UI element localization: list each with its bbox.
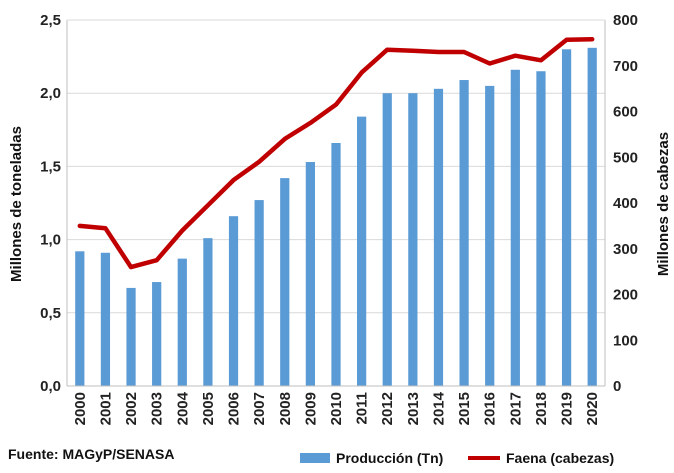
bar-2005 [203,238,213,386]
bar-2016 [485,85,495,386]
left-tick-label: 0,5 [40,305,61,322]
bar-2001 [100,252,111,386]
x-tick-label: 2005 [200,392,217,425]
legend-swatch-produccion [300,453,330,463]
left-tick-label: 0,0 [40,378,61,395]
right-tick-label: 600 [613,104,638,121]
bar-2004 [177,258,187,386]
source-note: Fuente: MAGyP/SENASA [8,446,175,462]
x-tick-label: 2009 [302,392,319,425]
bar-2009 [305,162,315,386]
right-tick-label: 300 [613,241,638,258]
x-tick-label: 2011 [354,392,371,425]
x-tick-label: 2020 [584,392,601,425]
x-tick-label: 2012 [379,392,396,425]
bar-2018 [536,71,546,387]
x-tick-label: 2002 [123,392,140,425]
x-tick-label: 2004 [174,391,191,425]
bar-series-produccion [75,47,597,387]
bar-2012 [382,93,392,386]
x-tick-label: 2003 [149,392,166,425]
faena-line [77,36,595,270]
bar-2014 [433,88,444,387]
bar-2002 [126,287,136,386]
bar-2000 [75,251,85,386]
bar-2015 [459,80,469,387]
x-tick-label: 2013 [405,392,422,425]
right-tick-label: 400 [613,195,638,212]
legend-label-produccion: Producción (Tn) [336,450,443,466]
bar-2008 [280,178,290,386]
bar-2007 [254,200,264,386]
right-tick-label: 200 [613,287,638,304]
left-tick-label: 2,0 [40,85,61,102]
x-tick-label: 2006 [226,392,243,425]
right-tick-label: 700 [613,58,638,75]
x-tick-label: 2007 [251,392,268,425]
bar-2020 [587,47,597,386]
x-tick-label: 2010 [328,392,345,425]
right-tick-label: 500 [613,149,638,166]
x-tick-label: 2000 [72,392,89,425]
left-axis-ticks: 0,0 0,5 1,0 1,5 2,0 2,5 [40,12,61,395]
bar-2017 [510,69,520,386]
right-axis-title: Millones de cabezas [655,132,672,276]
line-series-faena [77,36,595,270]
bar-2010 [331,142,341,386]
x-tick-label: 2014 [430,391,447,425]
bar-2003 [152,282,162,386]
right-tick-label: 0 [613,378,621,395]
right-tick-label: 100 [613,332,638,349]
left-tick-label: 1,0 [40,232,61,249]
x-tick-label: 2018 [533,392,550,425]
x-tick-label: 2019 [559,392,576,425]
bar-2019 [561,49,572,386]
legend: Producción (Tn) Faena (cabezas) [300,450,614,466]
left-tick-label: 2,5 [40,12,61,29]
right-axis-ticks: 0 100 200 300 400 500 600 700 800 [613,12,638,395]
left-tick-label: 1,5 [40,158,61,175]
left-axis-title: Millones de toneladas [8,126,25,282]
legend-label-faena: Faena (cabezas) [506,450,614,466]
bar-2006 [228,216,239,386]
right-tick-label: 800 [613,12,638,29]
x-tick-label: 2008 [277,392,294,425]
x-tick-label: 2001 [97,392,114,425]
x-tick-label: 2017 [507,392,524,425]
bar-2011 [357,116,367,387]
axes [66,19,606,387]
x-tick-label: 2015 [456,392,473,425]
bar-2013 [408,93,418,386]
x-axis-ticks: 2000 2001 2002 2003 2004 2005 2006 2007 2008 2009… [72,391,601,425]
x-tick-label: 2016 [482,392,499,425]
